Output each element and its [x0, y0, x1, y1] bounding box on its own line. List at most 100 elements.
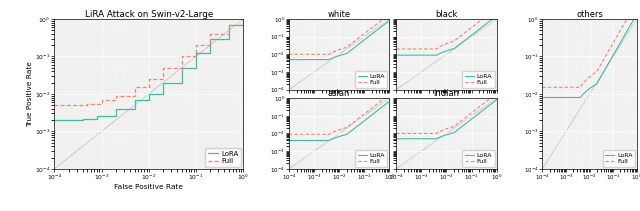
Full [358, 115, 365, 118]
Full [493, 18, 500, 20]
Full [550, 86, 557, 89]
Full [425, 132, 433, 135]
Full [159, 66, 167, 69]
Full [425, 48, 433, 50]
LoRA [348, 129, 356, 131]
Full [465, 113, 473, 116]
LoRA [285, 139, 293, 142]
LoRA [318, 139, 326, 142]
Full [131, 86, 138, 89]
Full [392, 48, 400, 50]
Full [576, 86, 584, 89]
Full [432, 132, 440, 135]
Line: LoRA: LoRA [54, 19, 243, 120]
LoRA [489, 18, 497, 20]
LoRA [318, 58, 326, 61]
Legend: LoRA, Full: LoRA, Full [462, 71, 495, 88]
LoRA [493, 99, 500, 101]
Title: asian: asian [328, 89, 350, 98]
Full [348, 42, 356, 44]
Line: Full: Full [54, 19, 243, 105]
Full [348, 122, 356, 125]
Full [432, 48, 440, 50]
Full [318, 133, 326, 135]
Full [380, 18, 387, 20]
LoRA [425, 138, 433, 140]
Full [297, 53, 305, 55]
Full [192, 44, 200, 46]
LoRA [297, 58, 305, 61]
LoRA [51, 119, 58, 121]
Full [404, 132, 412, 135]
Full [570, 86, 577, 89]
LoRA [206, 37, 214, 40]
LoRA [550, 96, 557, 99]
LoRA [465, 36, 472, 39]
Line: Full: Full [289, 19, 389, 54]
LoRA [178, 66, 186, 69]
LoRA [493, 18, 500, 20]
Full [607, 46, 615, 48]
Full [493, 97, 500, 99]
Full [178, 55, 186, 58]
LoRA [65, 119, 72, 121]
LoRA [425, 54, 433, 56]
Title: indian: indian [433, 89, 460, 98]
LoRA [192, 52, 200, 55]
Full [358, 34, 365, 37]
Full [206, 33, 214, 35]
LoRA [465, 120, 472, 123]
Full [392, 132, 400, 135]
Y-axis label: True Positive Rate: True Positive Rate [28, 61, 33, 127]
LoRA [385, 19, 393, 22]
LoRA [325, 58, 333, 61]
Full [539, 86, 547, 89]
Full [297, 133, 305, 135]
LoRA [570, 96, 577, 99]
LoRA [358, 41, 365, 43]
Full [225, 23, 233, 26]
Full [607, 46, 614, 49]
Full [465, 114, 472, 116]
LoRA [131, 98, 138, 101]
LoRA [98, 115, 106, 118]
Line: LoRA: LoRA [396, 100, 497, 139]
Full [98, 98, 106, 101]
LoRA [607, 59, 614, 61]
LoRA [348, 48, 356, 51]
Full [325, 133, 333, 135]
Full [385, 97, 393, 99]
LoRA [633, 18, 640, 20]
LoRA [112, 108, 120, 110]
Line: LoRA: LoRA [289, 21, 389, 60]
Title: others: others [576, 10, 603, 19]
Full [51, 104, 58, 106]
Legend: LoRA, Full: LoRA, Full [205, 148, 241, 167]
LoRA [225, 23, 233, 26]
LoRA [465, 36, 473, 38]
Full [358, 35, 365, 37]
LoRA [93, 115, 101, 118]
Full [598, 62, 605, 64]
Full [465, 28, 473, 31]
Full [358, 115, 365, 117]
Full [285, 133, 293, 135]
LoRA [432, 54, 440, 56]
Full [623, 18, 631, 20]
Full [465, 28, 472, 31]
LoRA [630, 18, 638, 20]
Legend: LoRA, Full: LoRA, Full [462, 150, 495, 167]
LoRA [358, 41, 365, 43]
Title: black: black [435, 10, 458, 19]
Full [325, 53, 333, 55]
LoRA [159, 81, 167, 84]
LoRA [385, 100, 393, 103]
Full [456, 121, 463, 123]
LoRA [456, 43, 463, 46]
LoRA [404, 54, 412, 56]
LoRA [607, 58, 615, 60]
Line: Full: Full [289, 98, 389, 134]
Legend: LoRA, Full: LoRA, Full [355, 150, 387, 167]
LoRA [79, 117, 86, 120]
LoRA [392, 54, 400, 56]
